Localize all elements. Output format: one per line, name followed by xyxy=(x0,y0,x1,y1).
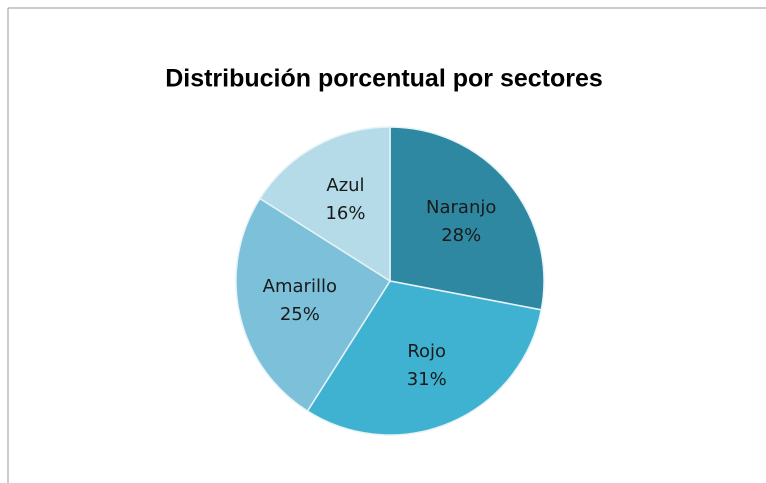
chart-title: Distribución porcentual por sectores xyxy=(165,65,603,93)
slice-category-label: Rojo xyxy=(407,341,446,362)
pie-slice xyxy=(235,197,392,413)
slice-category-label: Amarillo xyxy=(263,276,337,297)
slice-category-label: Naranjo xyxy=(426,197,496,218)
slice-value-label: 16% xyxy=(325,203,365,224)
pie-slice xyxy=(389,126,545,311)
slice-value-label: 28% xyxy=(441,225,481,246)
slice-category-label: Azul xyxy=(326,175,364,196)
pie-slice xyxy=(258,126,391,283)
slice-value-label: 25% xyxy=(280,304,320,325)
slice-value-label: 31% xyxy=(407,369,447,390)
